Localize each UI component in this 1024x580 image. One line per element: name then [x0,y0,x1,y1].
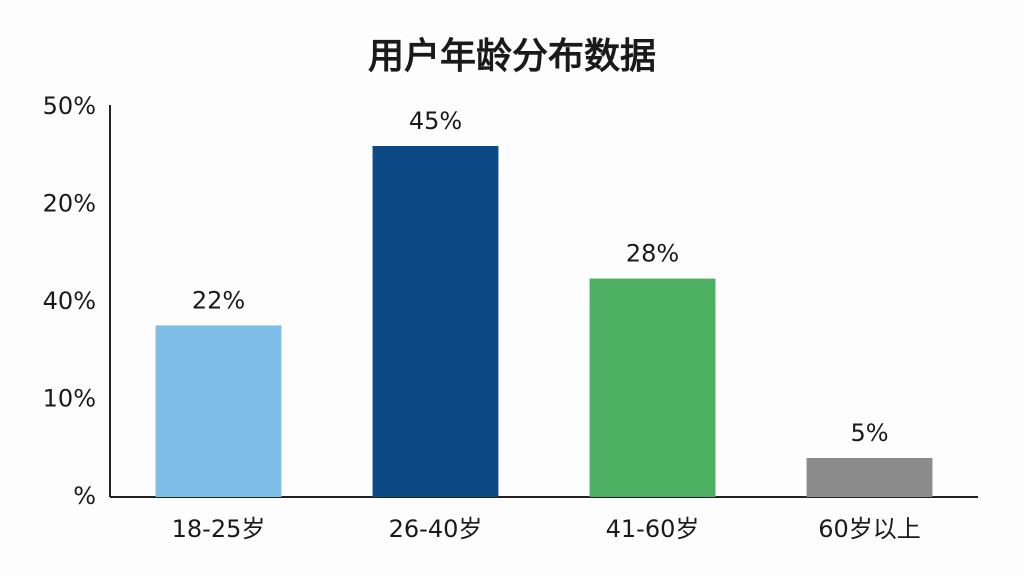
y-tick-label: 50% [43,92,96,120]
x-tick-label: 41-60岁 [606,515,700,543]
y-tick-label: % [73,482,96,510]
value-label: 45% [409,107,462,135]
x-tick-label: 18-25岁 [172,515,266,543]
bar [372,146,499,497]
x-tick-label: 60岁以上 [818,515,921,543]
chart-title: 用户年龄分布数据 [368,36,656,77]
value-label: 5% [850,419,888,447]
y-tick-label: 10% [43,385,96,413]
x-tick-label: 26-40岁 [389,515,483,543]
value-label: 22% [192,286,245,314]
bar [589,278,716,497]
value-label: 28% [626,240,679,268]
bar [155,325,282,497]
y-tick-label: 20% [43,190,96,218]
bar [806,458,933,497]
y-tick-label: 40% [43,287,96,315]
